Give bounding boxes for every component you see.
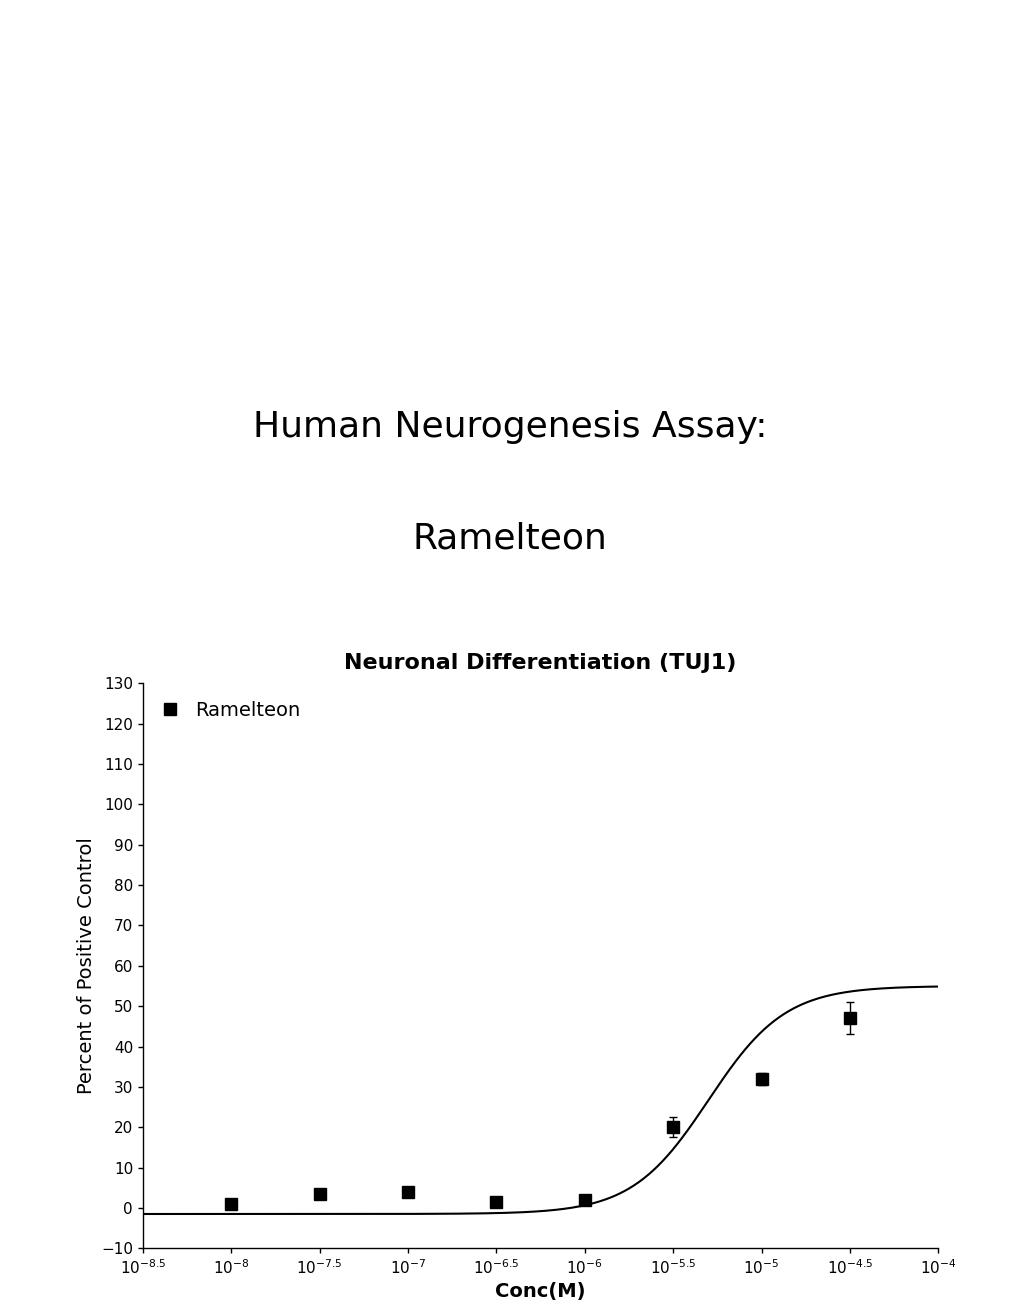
Text: Ramelteon: Ramelteon [412, 522, 607, 556]
X-axis label: Conc(M): Conc(M) [495, 1282, 585, 1301]
Y-axis label: Percent of Positive Control: Percent of Positive Control [76, 837, 96, 1095]
Title: Neuronal Differentiation (TUJ1): Neuronal Differentiation (TUJ1) [344, 653, 736, 673]
Legend: Ramelteon: Ramelteon [153, 692, 308, 728]
Text: Human Neurogenesis Assay:: Human Neurogenesis Assay: [253, 410, 766, 444]
